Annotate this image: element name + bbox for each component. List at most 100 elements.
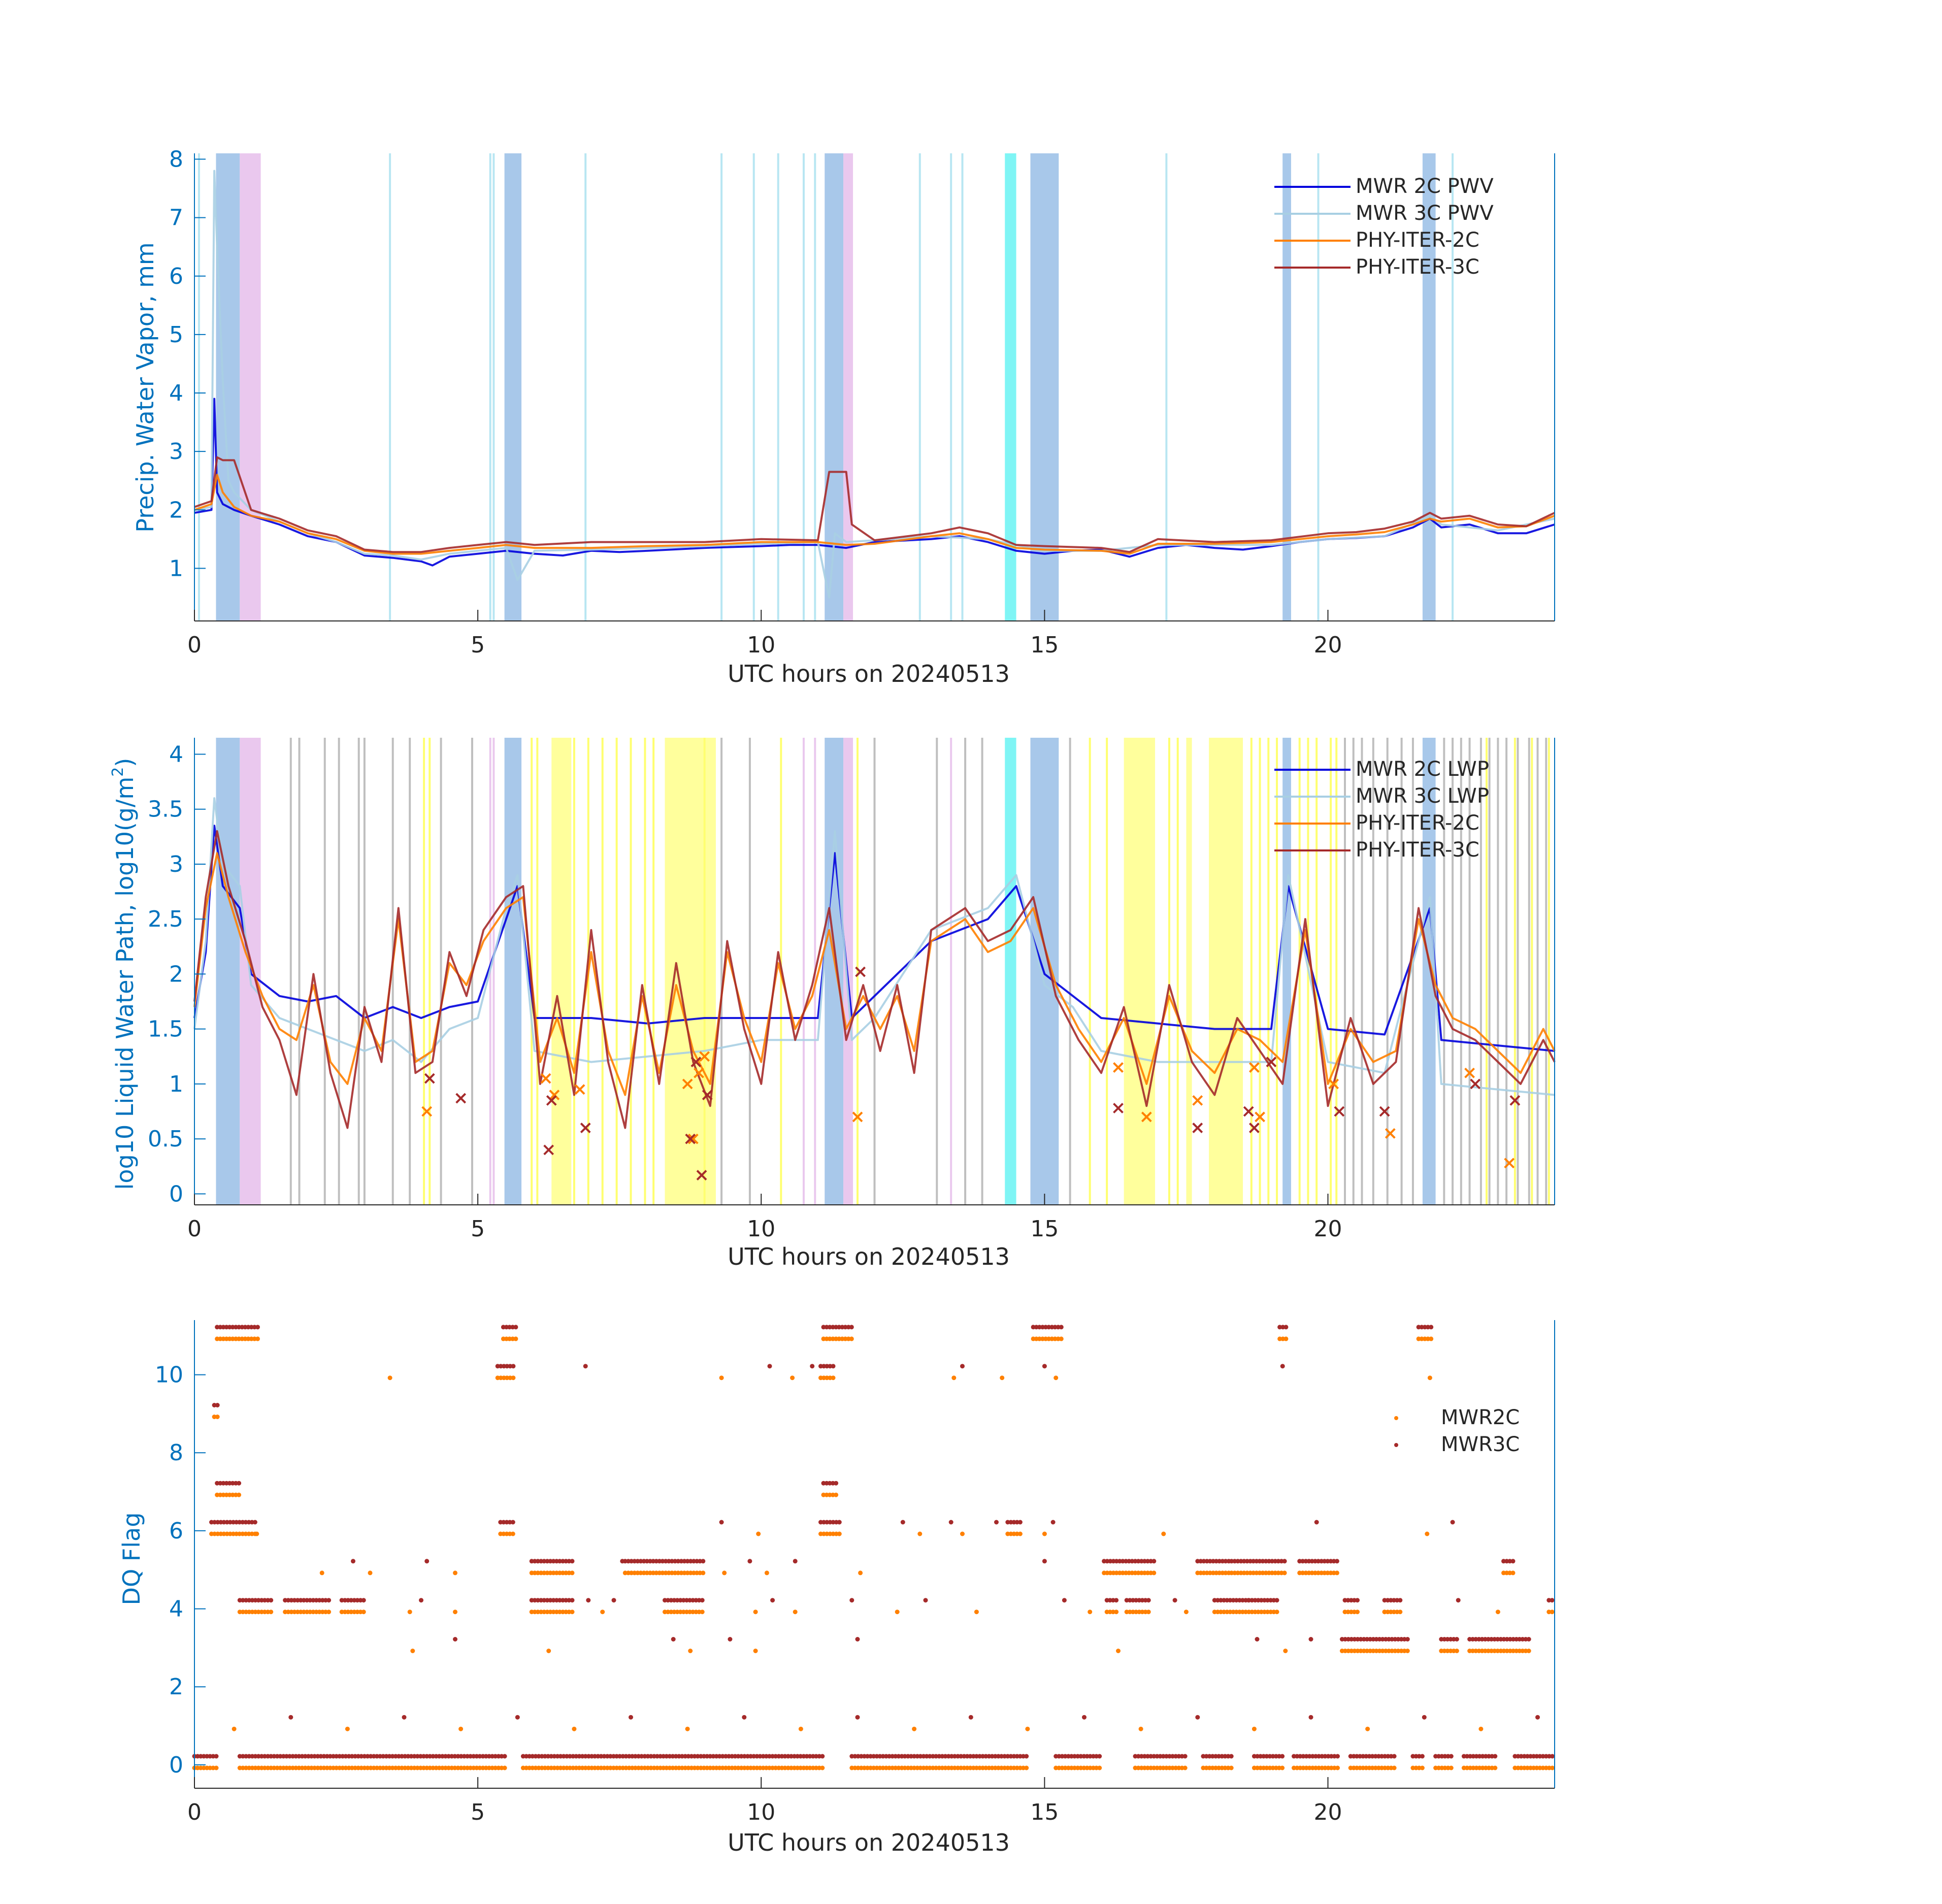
dq-point xyxy=(858,1570,863,1575)
dq-scatter-points xyxy=(192,1325,1555,1770)
dq-point xyxy=(406,1754,411,1759)
dq-point xyxy=(262,1765,267,1770)
dq-point xyxy=(1504,1649,1509,1653)
dq-point xyxy=(1062,1598,1067,1603)
dq-point xyxy=(1487,1765,1491,1770)
dq-point xyxy=(381,1754,386,1759)
dq-point xyxy=(1479,1649,1485,1653)
dq-point xyxy=(1255,1637,1260,1642)
lwp-flag-line xyxy=(289,738,292,1205)
dq-point xyxy=(507,1336,512,1341)
lwp-x-marker xyxy=(694,1067,704,1078)
pwv-shaded-band xyxy=(240,153,261,621)
dq-point xyxy=(1354,1754,1359,1759)
dq-point xyxy=(1465,1765,1469,1770)
dq-point xyxy=(453,1570,457,1575)
dq-point xyxy=(431,1754,436,1759)
lwp-x-marker xyxy=(1504,1158,1515,1169)
dq-point xyxy=(317,1610,322,1615)
dq-point xyxy=(542,1570,547,1575)
dq-point xyxy=(834,1481,839,1486)
dq-point xyxy=(1210,1765,1215,1770)
dq-point xyxy=(701,1559,706,1564)
lwp-y-tick-label: 1 xyxy=(169,1071,183,1097)
dq-point xyxy=(406,1765,411,1770)
dq-point xyxy=(880,1765,885,1770)
lwp-flag-line xyxy=(950,738,952,1205)
pwv-y-tick-label: 4 xyxy=(169,380,183,406)
dq-point xyxy=(237,1336,242,1341)
dq-point xyxy=(1429,1336,1434,1341)
dq-point xyxy=(680,1765,684,1770)
dq-point xyxy=(1124,1610,1129,1615)
dq-point xyxy=(1454,1637,1459,1642)
dq-point xyxy=(334,1765,339,1770)
dq-point xyxy=(611,1598,616,1603)
lwp-x-tick-label: 15 xyxy=(1030,1216,1059,1242)
dq-point xyxy=(1380,1649,1385,1653)
dq-point xyxy=(510,1520,515,1525)
dq-point xyxy=(773,1754,778,1759)
lwp-flag-line xyxy=(1176,738,1179,1205)
lwp-x-marker xyxy=(702,1090,713,1100)
pwv-flag-line xyxy=(814,153,816,621)
dq-point xyxy=(1550,1765,1555,1770)
pwv-x-tick-label: 10 xyxy=(747,632,775,658)
dq-point xyxy=(243,1520,248,1525)
dq-point xyxy=(727,1765,732,1770)
dq-point xyxy=(1114,1610,1119,1615)
dq-point xyxy=(1274,1598,1279,1603)
lwp-flag-line xyxy=(1443,738,1445,1205)
dq-point xyxy=(855,1715,860,1720)
dq-point xyxy=(671,1637,676,1642)
dq-point xyxy=(254,1531,259,1536)
dq-point xyxy=(865,1765,870,1770)
dq-point xyxy=(1445,1649,1450,1653)
lwp-y-tick-label: 2 xyxy=(169,961,183,987)
dq-point xyxy=(520,1754,525,1759)
dq-point xyxy=(557,1559,562,1564)
dq-point xyxy=(511,1364,516,1369)
lwp-x-marker xyxy=(421,1106,433,1117)
dq-point xyxy=(327,1754,333,1759)
dq-legend-marker xyxy=(1394,1416,1398,1420)
pwv-shaded-band xyxy=(1422,153,1436,621)
dq-point xyxy=(821,1492,826,1497)
dq-point xyxy=(1110,1610,1115,1615)
dq-point xyxy=(1176,1765,1181,1770)
dq-point xyxy=(1251,1559,1256,1564)
dq-point xyxy=(1088,1765,1093,1770)
dq-point xyxy=(502,1765,507,1770)
dq-point xyxy=(1365,1637,1369,1642)
dq-point xyxy=(1252,1726,1257,1731)
dq-point xyxy=(1354,1765,1359,1770)
dq-point xyxy=(1201,1754,1206,1759)
dq-point xyxy=(788,1754,794,1759)
lwp-flag-line xyxy=(573,738,575,1205)
dq-point xyxy=(736,1754,741,1759)
lwp-line-mwr-3c-lwp xyxy=(193,797,1555,1096)
dq-point xyxy=(855,1754,861,1759)
lwp-x-marker xyxy=(1385,1128,1396,1139)
dq-point xyxy=(1511,1649,1516,1653)
dq-point xyxy=(1422,1715,1427,1720)
dq-point xyxy=(690,1610,696,1615)
dq-point xyxy=(262,1598,267,1603)
dq-point xyxy=(1345,1598,1351,1603)
pwv-flag-line xyxy=(1317,153,1320,621)
pwv-axes xyxy=(194,153,1555,621)
dq-legend: MWR2C MWR3C xyxy=(1394,1406,1520,1456)
dq-point xyxy=(390,1765,395,1770)
dq-point xyxy=(1331,1570,1336,1575)
dq-point xyxy=(1264,1754,1269,1759)
dq-point xyxy=(1454,1649,1459,1653)
dq-point xyxy=(535,1570,540,1575)
dq-point xyxy=(1120,1559,1125,1564)
dq-point xyxy=(895,1610,900,1615)
dq-point xyxy=(301,1610,306,1615)
dq-point xyxy=(1396,1649,1401,1653)
dq-point xyxy=(453,1637,457,1642)
dq-point xyxy=(421,1754,426,1759)
lwp-y-tick-label: 2.5 xyxy=(148,906,183,932)
dq-point xyxy=(1114,1570,1119,1575)
